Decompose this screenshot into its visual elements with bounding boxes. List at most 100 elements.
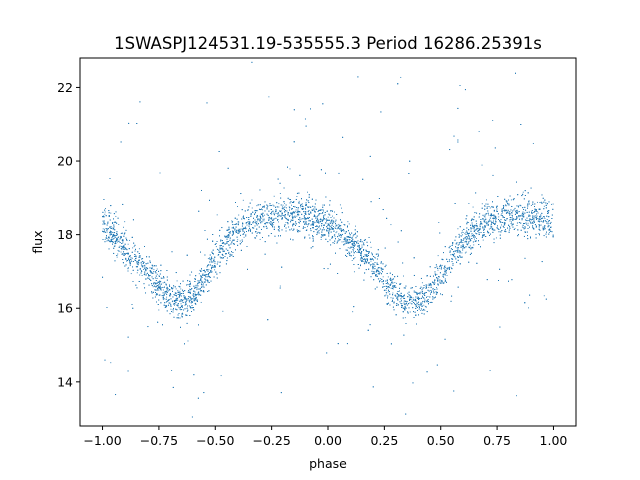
data-point — [119, 235, 121, 237]
data-point — [314, 210, 316, 212]
data-point — [386, 292, 388, 294]
data-point — [333, 226, 334, 227]
data-point — [456, 249, 458, 251]
data-point — [263, 220, 265, 222]
data-point — [464, 252, 466, 254]
data-point — [470, 235, 472, 237]
data-point — [363, 258, 365, 260]
data-point — [377, 271, 379, 273]
data-point — [359, 259, 361, 261]
data-point — [379, 278, 381, 280]
data-point — [271, 218, 273, 220]
data-point — [184, 304, 186, 306]
data-point — [550, 203, 552, 205]
data-point — [424, 300, 426, 302]
data-point — [186, 311, 188, 312]
data-point — [215, 246, 217, 248]
data-point — [527, 222, 529, 224]
data-point — [338, 223, 340, 225]
data-point — [199, 269, 201, 271]
data-point — [136, 261, 138, 262]
data-point — [334, 236, 336, 238]
data-point — [352, 311, 354, 313]
data-point — [516, 395, 517, 397]
data-point — [307, 191, 308, 193]
data-point — [158, 275, 160, 277]
data-point — [500, 226, 502, 228]
data-point — [472, 206, 474, 208]
data-point — [341, 207, 342, 209]
data-point — [153, 268, 155, 270]
data-point — [500, 224, 502, 226]
data-point — [110, 227, 111, 229]
data-point — [278, 206, 280, 208]
data-point — [317, 220, 319, 222]
data-point — [491, 221, 493, 223]
data-point — [351, 260, 353, 261]
data-point — [198, 273, 200, 275]
data-point — [341, 229, 343, 231]
data-point — [390, 287, 392, 289]
data-point — [446, 274, 448, 276]
data-point — [204, 276, 206, 278]
data-point — [543, 205, 545, 207]
data-point — [305, 208, 307, 210]
data-point — [188, 305, 190, 307]
data-point — [546, 222, 547, 224]
data-point — [123, 254, 124, 256]
data-point — [438, 222, 440, 223]
data-point — [104, 238, 106, 240]
data-point — [278, 221, 279, 223]
data-point — [361, 244, 363, 246]
data-point — [116, 256, 118, 258]
data-point — [295, 209, 297, 211]
data-point — [382, 268, 384, 270]
data-point — [430, 289, 432, 291]
data-point — [495, 237, 497, 239]
data-point — [432, 288, 434, 290]
data-point — [385, 294, 387, 296]
data-point — [296, 215, 298, 217]
data-point — [174, 304, 175, 306]
data-point — [462, 242, 464, 244]
data-point — [222, 310, 224, 312]
data-point — [177, 290, 179, 292]
data-point — [492, 217, 493, 219]
data-point — [335, 221, 337, 223]
data-point — [426, 300, 428, 302]
data-point — [129, 264, 131, 266]
data-point — [413, 291, 415, 293]
data-point — [268, 218, 270, 220]
data-point — [240, 230, 241, 232]
data-point — [166, 296, 168, 298]
data-point — [401, 303, 403, 305]
data-point — [457, 228, 459, 230]
data-point — [106, 240, 108, 242]
data-point — [286, 207, 288, 209]
data-point — [449, 266, 451, 268]
data-point — [237, 223, 239, 225]
data-point — [117, 238, 119, 240]
data-point — [256, 221, 258, 223]
data-point — [492, 214, 494, 216]
data-point — [495, 218, 497, 220]
data-point — [412, 297, 414, 299]
data-point — [125, 248, 127, 250]
data-point — [395, 282, 397, 284]
data-point — [312, 208, 314, 210]
data-point — [498, 216, 500, 218]
data-point — [464, 233, 466, 235]
data-point — [110, 212, 112, 214]
data-point — [421, 282, 423, 284]
data-point — [293, 223, 295, 225]
data-point — [413, 299, 415, 301]
data-point — [168, 290, 169, 292]
data-point — [269, 217, 271, 219]
data-point — [488, 228, 490, 230]
data-point — [238, 214, 240, 216]
data-point — [403, 275, 404, 277]
data-point — [199, 282, 201, 283]
data-point — [243, 236, 245, 238]
data-point — [548, 231, 550, 233]
data-point — [256, 233, 258, 234]
